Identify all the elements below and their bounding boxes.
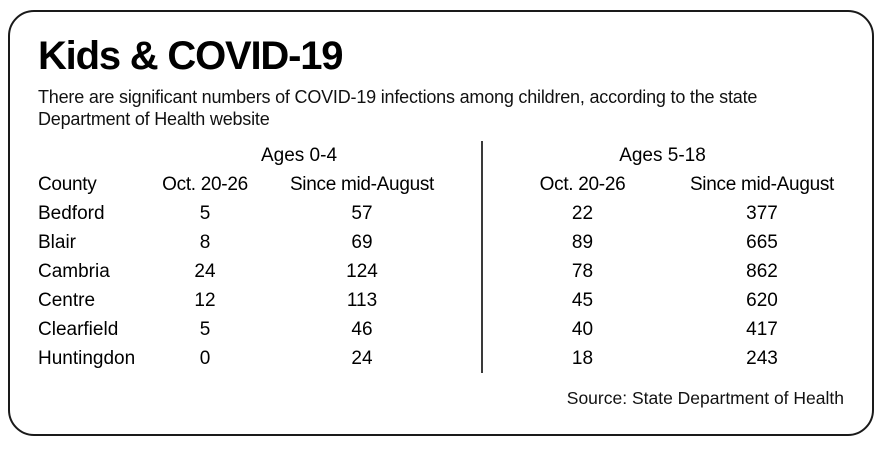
value-cell: 57 [351, 203, 373, 224]
value-cell: 5 [199, 203, 211, 224]
spacer-cell [456, 170, 482, 199]
value-cell: 620 [746, 290, 778, 311]
value-cell: 45 [481, 286, 682, 315]
source-attribution: Source: State Department of Health [566, 388, 844, 408]
col-header-cumulative-ages-5-18: Since mid-August [689, 174, 835, 195]
page-subtitle: There are significant numbers of COVID-1… [38, 87, 758, 129]
value-cell: 113 [346, 290, 378, 311]
table-row: Clearfield 5 46 40 417 [38, 315, 842, 344]
table-row: Bedford 5 57 22 377 [38, 199, 842, 228]
group-header-ages-5-18: Ages 5-18 [481, 141, 842, 170]
value-cell: 12 [194, 290, 216, 311]
spacer-cell [456, 315, 482, 344]
value-cell: 22 [481, 199, 682, 228]
spacer-cell [456, 344, 482, 373]
value-cell: 24 [194, 261, 216, 282]
column-header-row: County Oct. 20-26 Since mid-August Oct. … [38, 170, 842, 199]
spacer-cell [38, 141, 142, 170]
infographic-content: Kids & COVID-19 There are significant nu… [10, 12, 872, 409]
county-cell: Clearfield [38, 319, 119, 340]
group-header-row: Ages 0-4 Ages 5-18 [38, 141, 842, 170]
col-header-week-ages-0-4: Oct. 20-26 [162, 174, 248, 195]
table-row: Blair 8 69 89 665 [38, 228, 842, 257]
value-cell: 89 [481, 228, 682, 257]
page-title: Kids & COVID-19 [38, 34, 343, 78]
spacer-cell [456, 141, 482, 170]
col-header-week-ages-5-18: Oct. 20-26 [481, 170, 682, 199]
value-cell: 24 [351, 348, 373, 369]
covid-kids-table: Ages 0-4 Ages 5-18 County Oct. 20-26 Sin… [38, 141, 842, 373]
value-cell: 5 [199, 319, 211, 340]
county-cell: Cambria [38, 261, 110, 282]
infographic-frame: Kids & COVID-19 There are significant nu… [8, 10, 874, 436]
value-cell: 862 [746, 261, 778, 282]
value-cell: 8 [199, 232, 211, 253]
spacer-cell [456, 257, 482, 286]
value-cell: 40 [481, 315, 682, 344]
value-cell: 377 [746, 203, 778, 224]
value-cell: 665 [746, 232, 778, 253]
group-header-ages-0-4: Ages 0-4 [260, 145, 338, 166]
value-cell: 69 [351, 232, 373, 253]
table-row: Huntingdon 0 24 18 243 [38, 344, 842, 373]
col-header-county: County [38, 174, 97, 195]
table-row: Centre 12 113 45 620 [38, 286, 842, 315]
value-cell: 0 [199, 348, 211, 369]
value-cell: 417 [746, 319, 778, 340]
col-header-cumulative-ages-0-4: Since mid-August [289, 174, 435, 195]
county-cell: Blair [38, 232, 77, 253]
value-cell: 124 [346, 261, 378, 282]
spacer-cell [456, 228, 482, 257]
value-cell: 243 [746, 348, 778, 369]
county-cell: Centre [38, 290, 96, 311]
value-cell: 18 [481, 344, 682, 373]
spacer-cell [456, 199, 482, 228]
county-cell: Huntingdon [38, 348, 136, 369]
value-cell: 46 [351, 319, 373, 340]
county-cell: Bedford [38, 203, 105, 224]
spacer-cell [456, 286, 482, 315]
table-row: Cambria 24 124 78 862 [38, 257, 842, 286]
value-cell: 78 [481, 257, 682, 286]
